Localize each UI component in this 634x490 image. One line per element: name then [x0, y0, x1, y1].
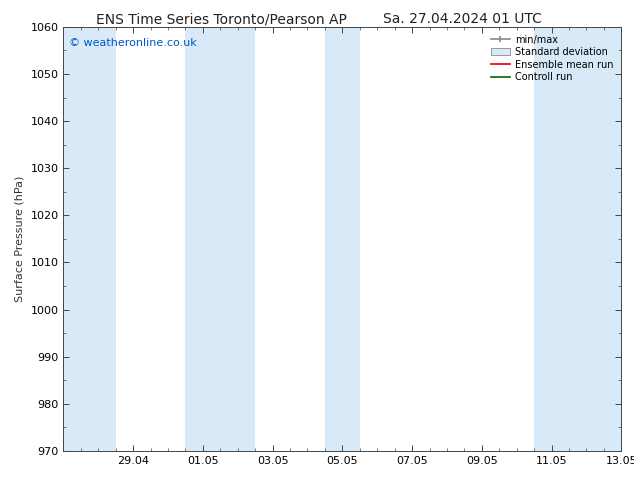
Y-axis label: Surface Pressure (hPa): Surface Pressure (hPa) — [15, 176, 25, 302]
Bar — [534, 27, 621, 451]
Text: © weatheronline.co.uk: © weatheronline.co.uk — [69, 38, 197, 48]
Bar — [325, 27, 359, 451]
Text: ENS Time Series Toronto/Pearson AP: ENS Time Series Toronto/Pearson AP — [96, 12, 347, 26]
Text: Sa. 27.04.2024 01 UTC: Sa. 27.04.2024 01 UTC — [384, 12, 542, 26]
Legend: min/max, Standard deviation, Ensemble mean run, Controll run: min/max, Standard deviation, Ensemble me… — [488, 32, 616, 85]
Bar — [185, 27, 255, 451]
Bar — [63, 27, 115, 451]
